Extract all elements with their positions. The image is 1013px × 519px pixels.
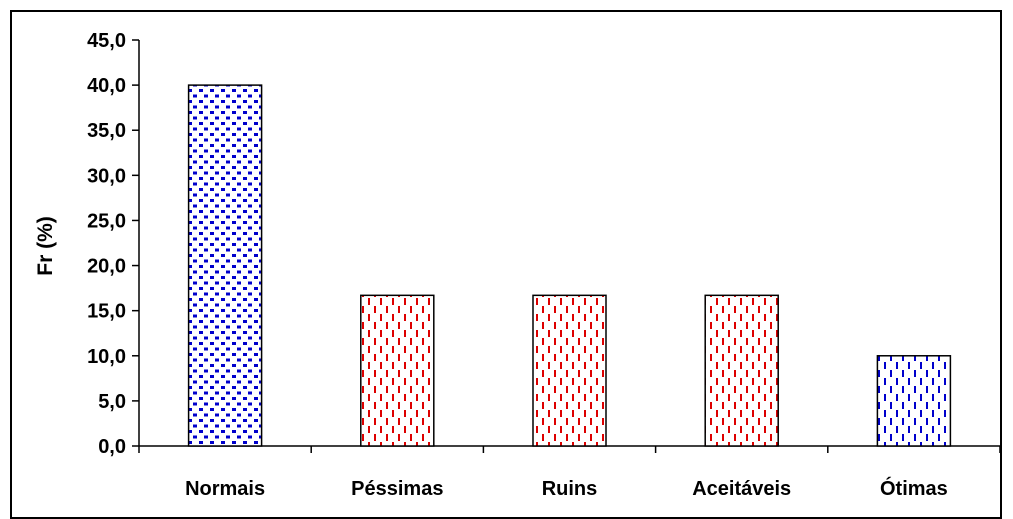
y-ticks: 0,0 5,0 10,0 15,0 20,0 25,0 30,0 35,0 40,0 45,0: [87, 30, 139, 458]
chart-border: [10, 10, 1002, 519]
y-tick-label: 35,0: [87, 120, 126, 142]
x-tick-label: Normais: [185, 478, 265, 500]
y-tick-label: 10,0: [87, 346, 126, 368]
y-tick-label: 40,0: [87, 75, 126, 97]
bars: [187, 84, 952, 447]
y-tick-label: 0,0: [98, 436, 126, 458]
y-tick-label: 15,0: [87, 301, 126, 323]
x-tick-label: Aceitáveis: [692, 478, 791, 500]
x-ticks: [138, 446, 1001, 453]
x-tick-label: Péssimas: [351, 478, 443, 500]
y-tick-label: 30,0: [87, 165, 126, 187]
x-tick-label: Ruins: [542, 478, 598, 500]
bar-2: [360, 294, 435, 447]
x-tick-label: Ótimas: [880, 476, 948, 500]
bar-3: [532, 294, 607, 447]
bar-1: [187, 84, 263, 447]
x-tick-labels: Normais Péssimas Ruins Aceitáveis Ótimas: [185, 476, 948, 500]
y-tick-label: 20,0: [87, 256, 126, 278]
bar-4: [704, 294, 779, 447]
y-tick-label: 25,0: [87, 210, 126, 232]
y-axis-label: Fr (%): [34, 216, 57, 276]
bar-5: [876, 355, 952, 447]
y-tick-label: 45,0: [87, 30, 126, 52]
y-tick-label: 5,0: [98, 391, 126, 413]
